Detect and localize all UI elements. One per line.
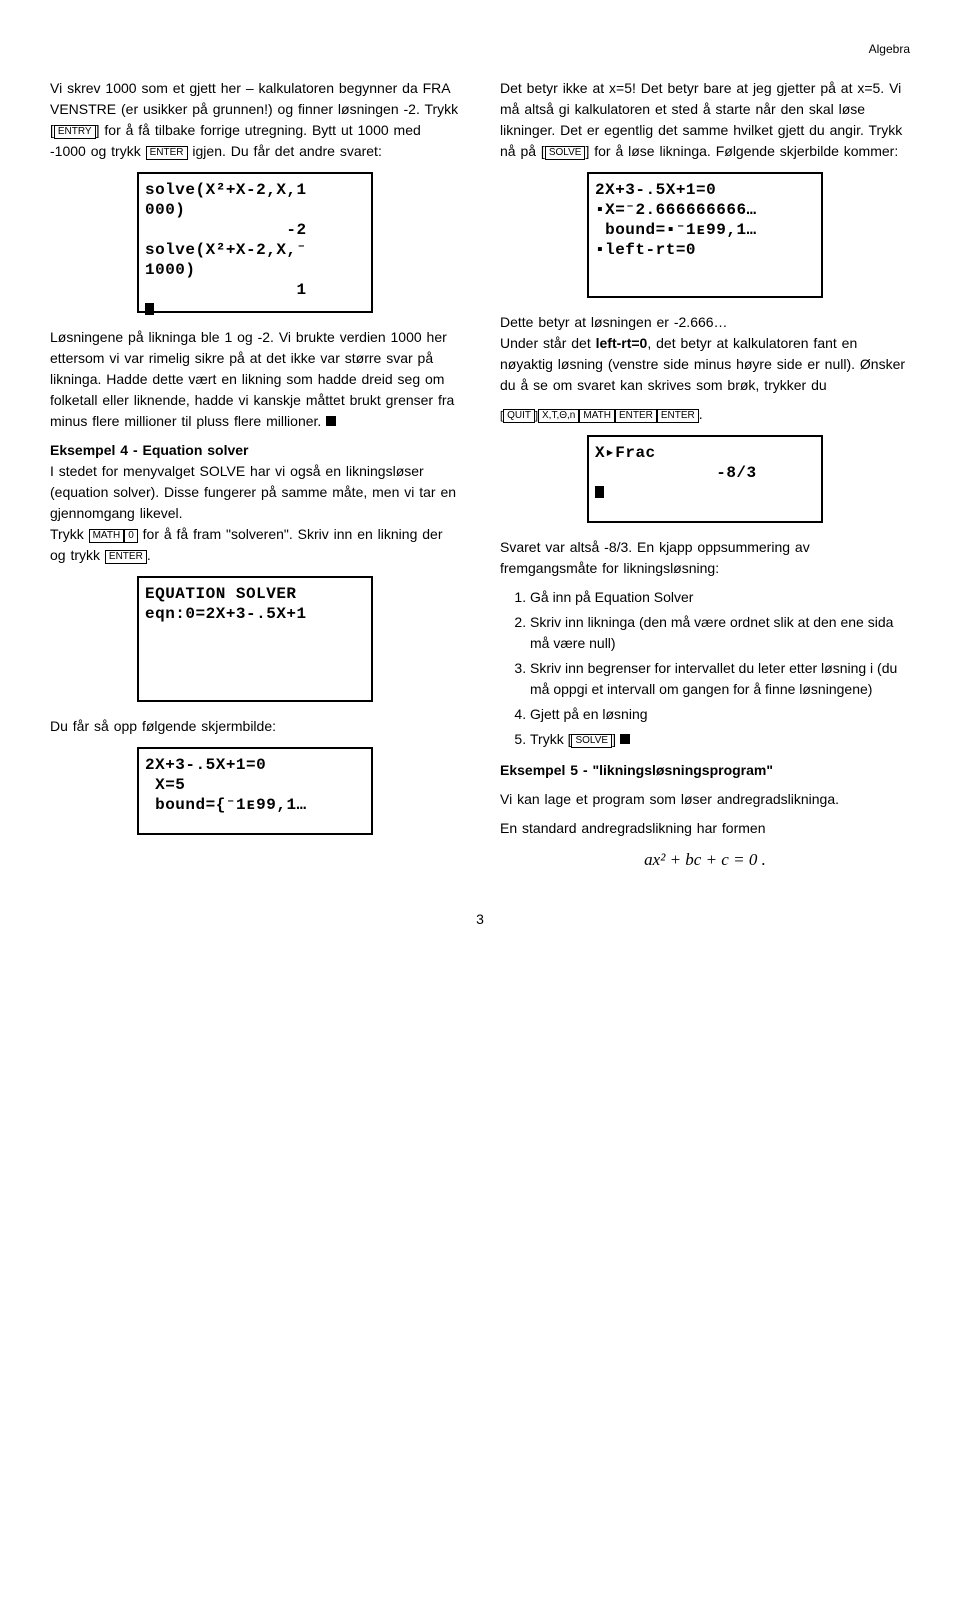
end-block-icon bbox=[326, 416, 336, 426]
example4-heading: Eksempel 4 - Equation solver I stedet fo… bbox=[50, 440, 460, 566]
left-para-3: Du får så opp følgende skjermbilde: bbox=[50, 716, 460, 737]
page-header-label: Algebra bbox=[50, 40, 910, 58]
calc-screen-result: 2X+3-.5X+1=0 ▪X=⁻2.666666666… bound=▪⁻1ᴇ… bbox=[587, 172, 823, 298]
calc-screen-eqsolver: EQUATION SOLVER eqn:0=2X+3-.5X+1 bbox=[137, 576, 373, 702]
text: . bbox=[147, 547, 151, 563]
left-para-2: Løsningene på likninga ble 1 og -2. Vi b… bbox=[50, 327, 460, 432]
screen-text: X▸Frac -8/3 bbox=[595, 444, 757, 482]
enter-key: ENTER bbox=[615, 409, 657, 423]
calc-screen-bound: 2X+3-.5X+1=0 X=5 bound={⁻1ᴇ99,1… bbox=[137, 747, 373, 835]
text: ] for å løse likninga. Følgende skjerbil… bbox=[585, 143, 898, 159]
quit-key: QUIT bbox=[503, 409, 535, 423]
quadratic-equation: ax² + bc + c = 0 . bbox=[500, 847, 910, 873]
calc-screen-solve: solve(X²+X-2,X,1 000) -2 solve(X²+X-2,X,… bbox=[137, 172, 373, 313]
example5-heading: Eksempel 5 - "likningsløsningsprogram" bbox=[500, 760, 910, 781]
text: igjen. Du får det andre svaret: bbox=[188, 143, 382, 159]
math-key: MATH bbox=[579, 409, 615, 423]
text: Løsningene på likninga ble 1 og -2. Vi b… bbox=[50, 329, 454, 429]
end-block-icon bbox=[620, 734, 630, 744]
math-key: MATH bbox=[89, 529, 125, 543]
enter-key: ENTER bbox=[105, 550, 147, 564]
text: ] bbox=[612, 731, 620, 747]
left-column: Vi skrev 1000 som et gjett her – kalkula… bbox=[50, 78, 460, 879]
zero-key: 0 bbox=[124, 529, 138, 543]
text: Under står det bbox=[500, 335, 596, 351]
right-column: Det betyr ikke at x=5! Det betyr bare at… bbox=[500, 78, 910, 879]
step-item: Gjett på en løsning bbox=[530, 704, 910, 725]
step-item: Skriv inn likninga (den må være ordnet s… bbox=[530, 612, 910, 654]
text: Trykk [ bbox=[530, 731, 571, 747]
solve-key: SOLVE bbox=[571, 734, 612, 748]
bold-text: left-rt=0 bbox=[596, 335, 648, 351]
solve-key: SOLVE bbox=[545, 146, 586, 160]
ex5-para-2: En standard andregradslikning har formen bbox=[500, 818, 910, 839]
ex5-para-1: Vi kan lage et program som løser andregr… bbox=[500, 789, 910, 810]
left-para-1: Vi skrev 1000 som et gjett her – kalkula… bbox=[50, 78, 460, 162]
right-para-2: Dette betyr at løsningen er -2.666… Unde… bbox=[500, 312, 910, 396]
text: Trykk bbox=[50, 526, 89, 542]
right-para-3: Svaret var altså -8/3. En kjapp oppsumme… bbox=[500, 537, 910, 579]
text: I stedet for menyvalget SOLVE har vi ogs… bbox=[50, 463, 456, 521]
enter-key: ENTER bbox=[146, 146, 188, 160]
steps-list: Gå inn på Equation Solver Skriv inn likn… bbox=[500, 587, 910, 750]
page-number: 3 bbox=[50, 909, 910, 930]
two-column-layout: Vi skrev 1000 som et gjett her – kalkula… bbox=[50, 78, 910, 879]
cursor-icon bbox=[595, 486, 604, 498]
screen-text: solve(X²+X-2,X,1 000) -2 solve(X²+X-2,X,… bbox=[145, 181, 307, 299]
right-para-1: Det betyr ikke at x=5! Det betyr bare at… bbox=[500, 78, 910, 162]
text: Dette betyr at løsningen er -2.666… bbox=[500, 314, 728, 330]
heading-text: Eksempel 5 - "likningsløsningsprogram" bbox=[500, 762, 773, 778]
cursor-icon bbox=[145, 303, 154, 315]
calc-screen-frac: X▸Frac -8/3 bbox=[587, 435, 823, 523]
xtn-key: X,T,Θ,n bbox=[538, 409, 579, 423]
step-item: Trykk [SOLVE] bbox=[530, 729, 910, 750]
heading-text: Eksempel 4 - Equation solver bbox=[50, 442, 249, 458]
step-item: Gå inn på Equation Solver bbox=[530, 587, 910, 608]
enter-key: ENTER bbox=[657, 409, 699, 423]
key-sequence: [QUIT]X,T,Θ,nMATHENTERENTER. bbox=[500, 404, 910, 425]
entry-key: ENTRY bbox=[54, 125, 96, 139]
step-item: Skriv inn begrenser for intervallet du l… bbox=[530, 658, 910, 700]
